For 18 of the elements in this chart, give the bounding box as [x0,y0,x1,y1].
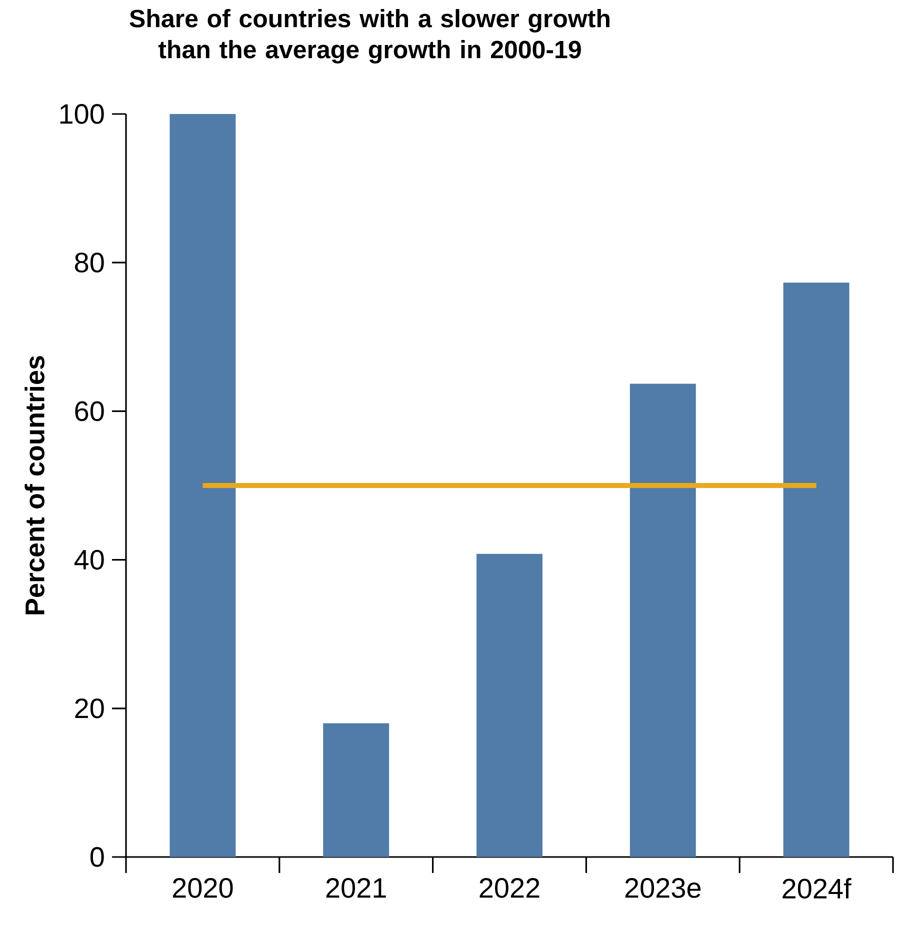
y-tick-label: 60 [75,401,104,422]
x-tick-label: 2021 [326,878,386,898]
x-tick-label: 2023e [625,878,701,898]
bar [783,282,850,857]
bar [170,114,236,857]
y-tick-label: 0 [90,847,104,867]
y-tick-label: 40 [74,550,104,570]
y-tick-label: 20 [75,698,104,718]
bar [630,384,696,857]
chart-title: Share of countries with a slower growth than the average growth in 2000-19 [130,9,610,64]
bar [323,723,390,857]
x-tick-label: 2022 [480,878,540,898]
y-axis-title: Percent of countries [24,356,44,614]
x-tick-label: 2024f [782,878,852,899]
y-tick-label: 80 [75,252,104,273]
y-tick-label: 100 [60,104,104,124]
bar [476,554,542,857]
x-tick-label: 2020 [172,878,233,898]
